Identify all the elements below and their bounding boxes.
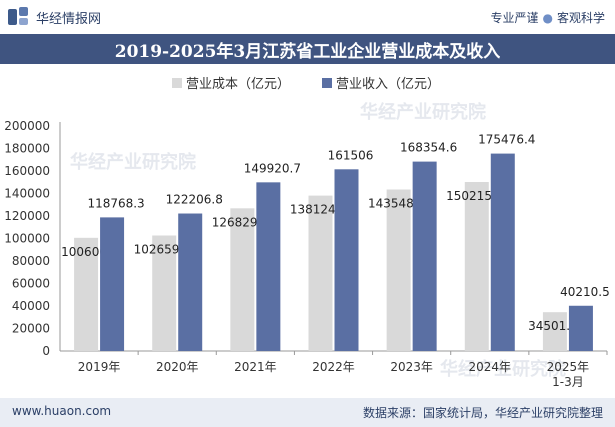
legend-label-1: 营业收入（亿元） <box>336 77 440 92</box>
value-label-1-3: 161506 <box>328 148 374 162</box>
y-tick-label: 80000 <box>12 254 50 268</box>
tagline-dot-icon: ● <box>542 11 553 25</box>
bar-1-4 <box>412 161 437 351</box>
value-label-0-3: 138124.9 <box>290 203 347 217</box>
y-tick-label: 20000 <box>12 322 50 336</box>
brand-logo-icon <box>8 7 30 27</box>
y-tick-label: 40000 <box>12 299 50 313</box>
x-tick-label: 2020年 <box>156 360 199 374</box>
bar-1-5 <box>490 153 515 351</box>
brand-name: 华经情报网 <box>36 11 102 27</box>
bar-0-5 <box>464 182 489 351</box>
value-label-0-1: 102659.6 <box>134 243 191 257</box>
value-label-1-4: 168354.6 <box>400 141 457 155</box>
y-tick-label: 160000 <box>4 164 50 178</box>
value-label-1-2: 149920.7 <box>244 161 301 175</box>
bar-0-2 <box>230 208 255 351</box>
value-label-0-5: 150215.6 <box>446 189 503 203</box>
value-label-1-1: 122206.8 <box>166 193 223 207</box>
chart-title: 2019-2025年3月江苏省工业企业营业成本及收入 <box>114 41 501 62</box>
y-tick-label: 60000 <box>12 277 50 291</box>
value-label-1-0: 118768.3 <box>87 196 144 210</box>
x-tick-label: 2024年 <box>469 360 512 374</box>
title-bar: 2019-2025年3月江苏省工业企业营业成本及收入 <box>0 34 615 64</box>
bar-0-1 <box>152 235 177 351</box>
legend-label-0: 营业成本（亿元） <box>186 77 290 92</box>
footer-site-link[interactable]: www.huaon.com <box>12 404 112 418</box>
y-tick-label: 0 <box>42 344 50 358</box>
tagline: 专业严谨 ● 客观科学 <box>490 9 605 26</box>
x-tick-label: 2023年 <box>390 360 433 374</box>
bar-0-6 <box>542 312 567 351</box>
top-bar: 华经情报网 专业严谨 ● 客观科学 <box>0 0 615 34</box>
brand: 华经情报网 <box>8 7 101 27</box>
value-label-0-6: 34501.7 <box>528 319 578 333</box>
bar-1-1 <box>178 213 203 351</box>
value-label-0-0: 100600 <box>61 245 107 259</box>
x-tick-label: 2022年 <box>312 360 355 374</box>
tagline-right: 客观科学 <box>556 11 605 25</box>
value-label-1-6: 40210.5 <box>560 285 610 299</box>
value-label-0-2: 126829.6 <box>212 215 269 229</box>
y-tick-label: 100000 <box>4 232 50 246</box>
legend-swatch-1 <box>322 78 332 88</box>
y-tick-label: 180000 <box>4 142 50 156</box>
x-tick-label: 2019年 <box>78 360 121 374</box>
bar-0-3 <box>308 195 333 351</box>
footer-source: 数据来源：国家统计局，华经产业研究院整理 <box>362 406 603 420</box>
value-label-1-5: 175476.4 <box>478 133 535 147</box>
y-tick-label: 200000 <box>4 119 50 133</box>
bar-1-0 <box>100 217 125 351</box>
footer: www.huaon.com 数据来源：国家统计局，华经产业研究院整理 <box>0 398 615 427</box>
value-label-0-4: 143548.6 <box>368 197 425 211</box>
bar-1-2 <box>256 182 281 351</box>
bar-1-3 <box>334 169 359 351</box>
bar-0-4 <box>386 189 411 351</box>
x-tick-label: 1-3月 <box>552 375 584 389</box>
bar-0-0 <box>74 237 99 351</box>
bar-chart: 营业成本（亿元） 营业收入（亿元） 0 20000 40000 60000 80000 100… <box>4 77 610 389</box>
bar-1-6 <box>568 305 593 351</box>
y-tick-label: 120000 <box>4 209 50 223</box>
y-tick-label: 140000 <box>4 187 50 201</box>
x-tick-label: 2025年 <box>547 360 590 374</box>
tagline-left: 专业严谨 <box>490 11 539 25</box>
x-tick-label: 2021年 <box>234 360 277 374</box>
legend-swatch-0 <box>172 78 182 88</box>
